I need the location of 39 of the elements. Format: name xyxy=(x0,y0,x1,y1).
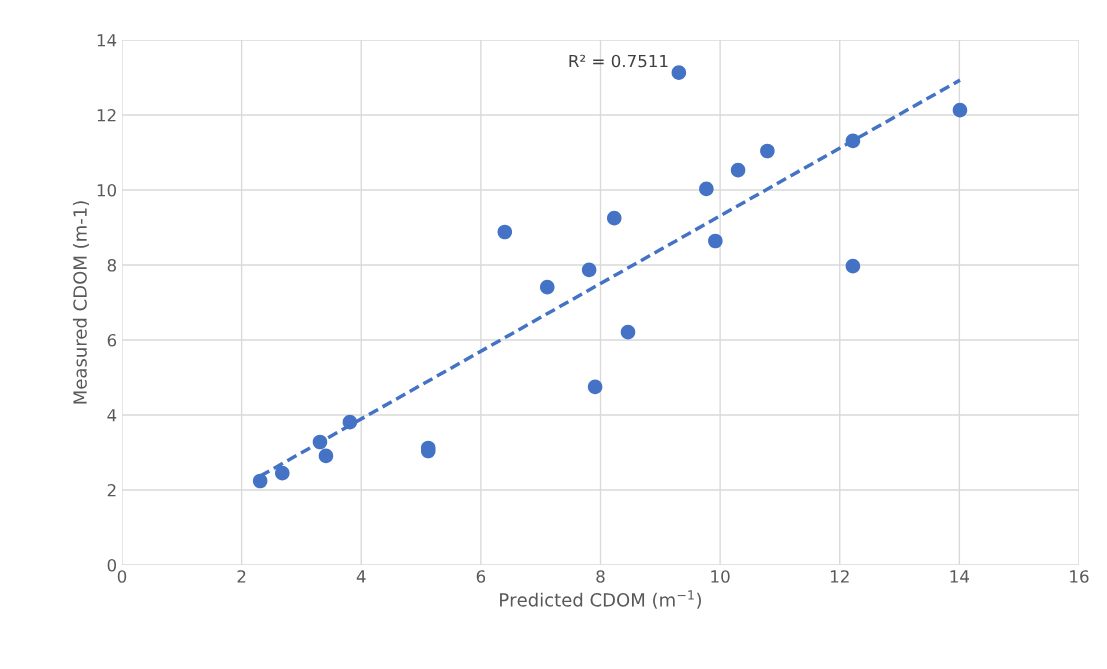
y-tick-label: 10 xyxy=(97,183,117,197)
y-axis-title: Measured CDOM (m-1) xyxy=(72,201,89,404)
point xyxy=(952,102,968,118)
annotation: R² = 0.7511 xyxy=(569,54,668,68)
point xyxy=(342,414,358,430)
point xyxy=(671,65,687,80)
y-tick-label: 14 xyxy=(97,34,117,47)
y-tick-label: 4 xyxy=(107,409,117,422)
x-tick-label: 2 xyxy=(237,570,246,583)
y-tick-label: 0 xyxy=(107,558,117,572)
x-tick-label: 14 xyxy=(950,570,970,583)
point xyxy=(760,143,775,159)
y-tick-label: 6 xyxy=(107,333,117,347)
x-tick-label: 8 xyxy=(596,570,605,583)
x-tick-label: 16 xyxy=(1070,570,1089,583)
point xyxy=(539,279,555,295)
y-tick-label: 2 xyxy=(107,483,116,497)
point xyxy=(620,324,636,340)
x-tick-label: 10 xyxy=(711,570,730,583)
point xyxy=(312,434,328,450)
x-axis-title: Predicted CDOM (m$^{−1}$) xyxy=(500,590,701,609)
y-tick-label: 12 xyxy=(97,108,116,122)
point xyxy=(581,262,597,278)
point xyxy=(730,162,746,178)
x-tick-label: 12 xyxy=(830,570,849,583)
point xyxy=(699,181,714,197)
point xyxy=(845,133,861,149)
point xyxy=(275,465,290,481)
x-tick-label: 6 xyxy=(476,570,486,583)
x-tick-label: 4 xyxy=(356,570,366,583)
point xyxy=(606,210,622,226)
x-tick-label: 0 xyxy=(117,570,127,583)
point xyxy=(587,379,603,395)
point xyxy=(845,258,861,274)
point xyxy=(252,473,268,489)
y-tick-label: 8 xyxy=(107,258,116,272)
point xyxy=(318,448,334,464)
point xyxy=(497,224,513,240)
point xyxy=(708,233,723,249)
